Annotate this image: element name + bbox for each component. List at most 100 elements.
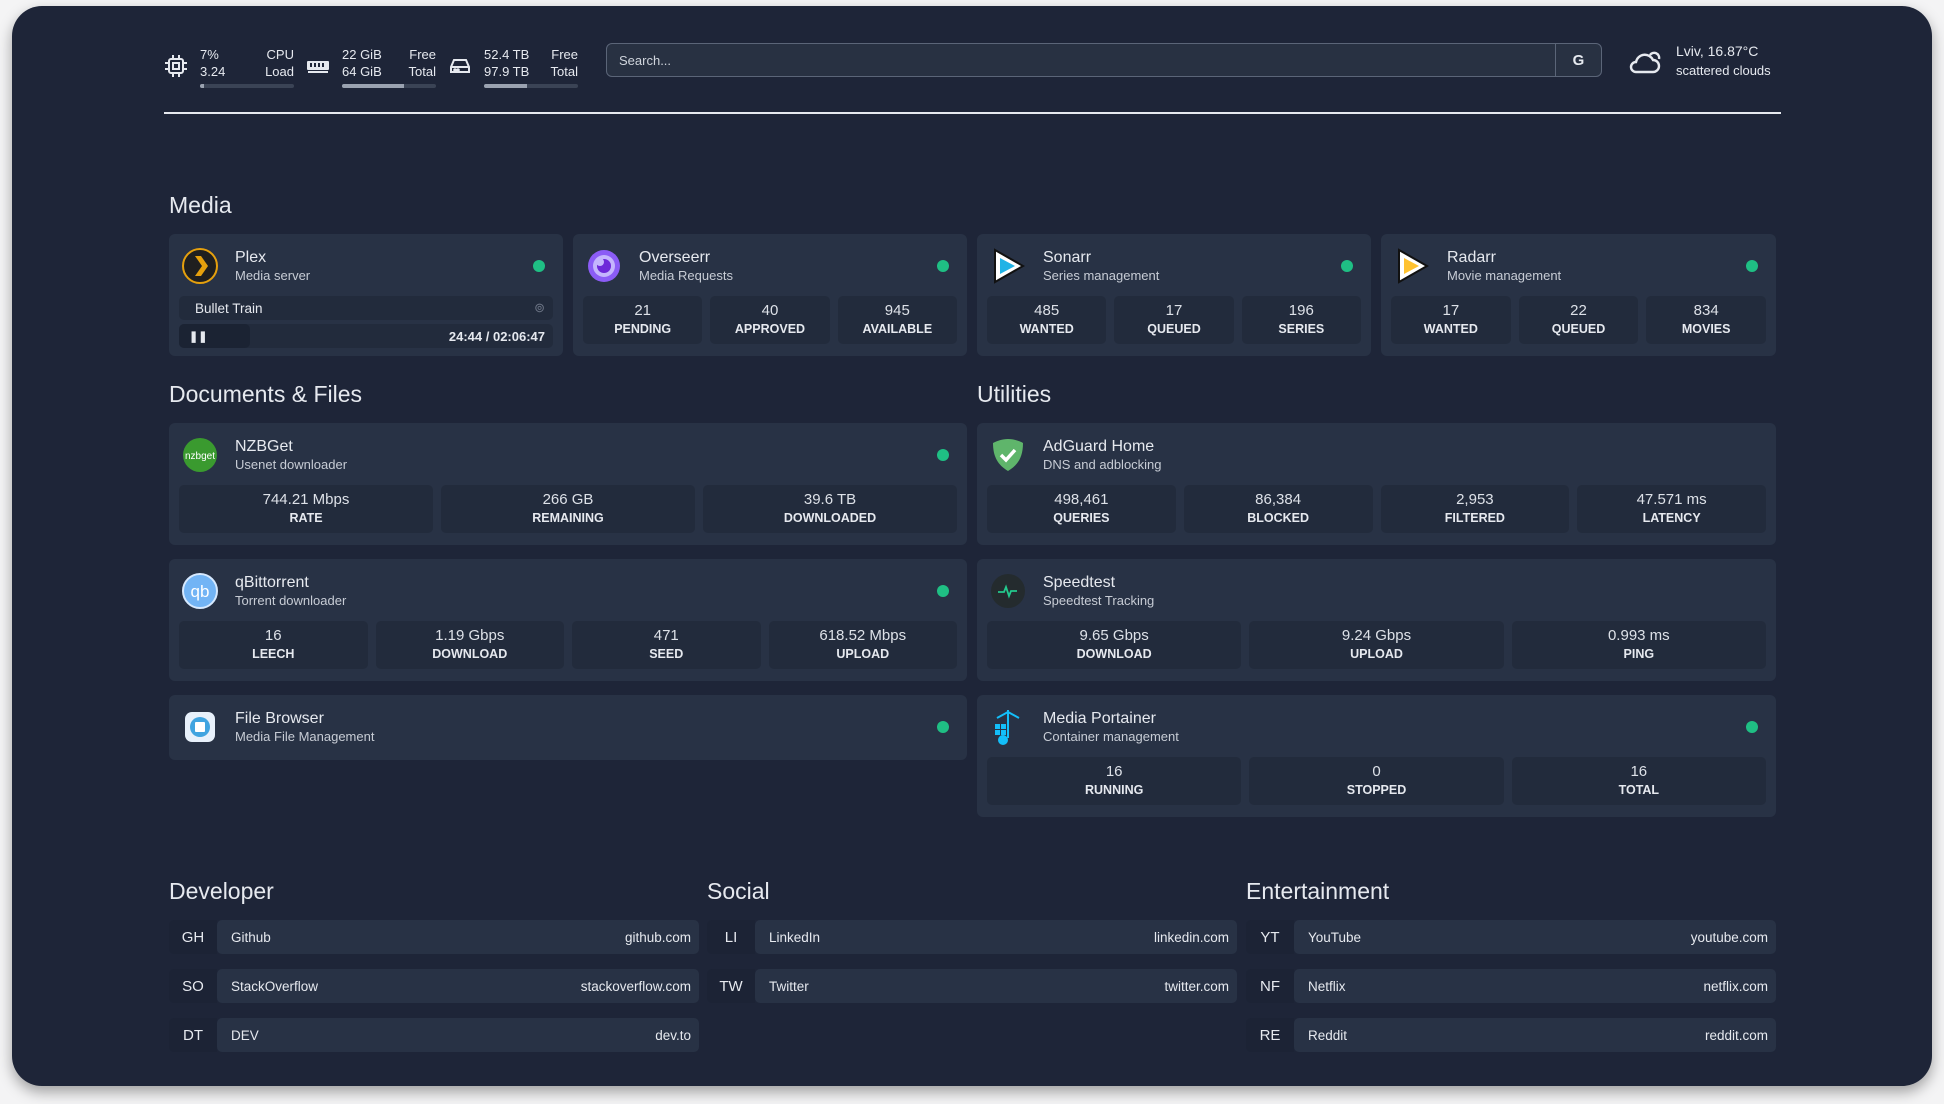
total-label: Total bbox=[550, 64, 578, 79]
service-card-overseerr[interactable]: Overseerr Media Requests 21 PENDING 40 APPROV… bbox=[573, 234, 967, 356]
stat-label: SEED bbox=[649, 647, 684, 661]
weather-widget[interactable]: Lviv, 16.87°C scattered clouds bbox=[1628, 42, 1771, 80]
bookmark-link[interactable]: LinkedIn linkedin.com bbox=[755, 920, 1237, 954]
service-stats: 498,461 QUERIES 86,384 BLOCKED 2,953 FILTERED… bbox=[987, 485, 1766, 533]
service-card-plex[interactable]: Plex Media server Bullet Train ⊚ ❚❚ 24:44 /… bbox=[169, 234, 563, 356]
memory-free: 22 GiB bbox=[342, 47, 382, 62]
service-card-portainer[interactable]: Media Portainer Container management 16 RUN… bbox=[977, 695, 1776, 817]
service-title: Overseerr Media Requests bbox=[639, 248, 937, 284]
search-engine-button[interactable]: G bbox=[1555, 44, 1601, 76]
qbittorrent-icon: qb bbox=[181, 572, 219, 610]
stat-box: 47.571 ms LATENCY bbox=[1577, 485, 1766, 533]
bookmark-name: YouTube bbox=[1308, 929, 1362, 945]
service-card-sonarr[interactable]: Sonarr Series management 485 WANTED 17 QUEUED… bbox=[977, 234, 1371, 356]
bookmark-linkedin[interactable]: LI LinkedIn linkedin.com bbox=[707, 920, 1237, 954]
service-card-adguard[interactable]: AdGuard Home DNS and adblocking 498,461 QUE… bbox=[977, 423, 1776, 545]
service-description: Media Requests bbox=[639, 268, 733, 283]
stat-box: 471 SEED bbox=[572, 621, 761, 669]
stat-label: MOVIES bbox=[1681, 322, 1731, 336]
bookmark-url: youtube.com bbox=[1690, 929, 1768, 945]
bookmark-link[interactable]: StackOverflow stackoverflow.com bbox=[217, 969, 699, 1003]
bookmark-reddit[interactable]: RE Reddit reddit.com bbox=[1246, 1018, 1776, 1052]
service-name: Overseerr bbox=[639, 249, 711, 266]
bookmark-stackoverflow[interactable]: SO StackOverflow stackoverflow.com bbox=[169, 969, 699, 1003]
service-title: Sonarr Series management bbox=[1043, 248, 1341, 284]
stat-box: 834 MOVIES bbox=[1646, 296, 1767, 344]
stat-label: QUERIES bbox=[1053, 511, 1110, 525]
bookmark-link[interactable]: YouTube youtube.com bbox=[1294, 920, 1776, 954]
stat-box: 2,953 FILTERED bbox=[1380, 485, 1570, 533]
search-input[interactable] bbox=[607, 52, 1555, 68]
service-card-filebrowser[interactable]: File Browser Media File Management bbox=[169, 695, 967, 760]
service-card-radarr[interactable]: Radarr Movie management 17 WANTED 22 QUEUED 83… bbox=[1381, 234, 1776, 356]
now-playing-title: Bullet Train bbox=[195, 300, 263, 316]
bookmark-name: StackOverflow bbox=[231, 978, 319, 994]
stat-value: 485 bbox=[1034, 302, 1060, 319]
bookmark-abbreviation: RE bbox=[1246, 1018, 1294, 1052]
stat-label: STOPPED bbox=[1346, 783, 1407, 797]
stat-value: 471 bbox=[653, 627, 679, 644]
card-header: Radarr Movie management bbox=[1391, 246, 1766, 286]
service-title: File Browser Media File Management bbox=[235, 709, 937, 745]
bookmark-github[interactable]: GH Github github.com bbox=[169, 920, 699, 954]
stat-label: QUEUED bbox=[1147, 322, 1201, 336]
bookmark-link[interactable]: Twitter twitter.com bbox=[755, 969, 1237, 1003]
service-description: Speedtest Tracking bbox=[1043, 593, 1155, 608]
cpu-usage-bar bbox=[200, 84, 294, 88]
memory-usage-bar bbox=[342, 84, 436, 88]
bookmark-url: linkedin.com bbox=[1153, 929, 1229, 945]
stat-value: 498,461 bbox=[1054, 491, 1109, 508]
bookmark-netflix[interactable]: NF Netflix netflix.com bbox=[1246, 969, 1776, 1003]
stat-label: DOWNLOADED bbox=[783, 511, 877, 525]
disk-total: 97.9 TB bbox=[484, 64, 530, 79]
service-card-speedtest[interactable]: Speedtest Speedtest Tracking 9.65 Gbps DOWN… bbox=[977, 559, 1776, 681]
bookmark-name: Netflix bbox=[1308, 978, 1346, 994]
stat-value: 0 bbox=[1372, 763, 1381, 780]
card-header: qb qBittorrent Torrent downloader bbox=[179, 571, 957, 611]
disk-free: 52.4 TB bbox=[484, 47, 530, 62]
stat-label: QUEUED bbox=[1551, 322, 1606, 336]
stat-label: BLOCKED bbox=[1247, 511, 1310, 525]
bookmark-name: Twitter bbox=[769, 978, 809, 994]
bookmark-youtube[interactable]: YT YouTube youtube.com bbox=[1246, 920, 1776, 954]
stat-label: PING bbox=[1623, 647, 1655, 661]
stat-label: WANTED bbox=[1423, 322, 1478, 336]
stat-box: 40 APPROVED bbox=[710, 296, 830, 344]
bookmark-abbreviation: DT bbox=[169, 1018, 217, 1052]
bookmark-name: LinkedIn bbox=[769, 929, 821, 945]
service-name: qBittorrent bbox=[235, 574, 309, 591]
stat-label: REMAINING bbox=[532, 511, 604, 525]
bookmark-dev[interactable]: DT DEV dev.to bbox=[169, 1018, 699, 1052]
stat-box: 0 STOPPED bbox=[1249, 757, 1504, 805]
load-label: Load bbox=[265, 64, 294, 79]
stat-value: 744.21 Mbps bbox=[262, 491, 350, 508]
stat-value: 86,384 bbox=[1255, 491, 1302, 508]
bookmarks-developer: GH Github github.com SO StackOverflow stackov… bbox=[169, 920, 699, 1067]
service-card-nzbget[interactable]: nzbget NZBGet Usenet downloader 744.21 Mbps… bbox=[169, 423, 967, 545]
service-card-qbittorrent[interactable]: qb qBittorrent Torrent downloader 16 LEECH 1.… bbox=[169, 559, 967, 681]
stat-box: 17 WANTED bbox=[1391, 296, 1511, 344]
section-title-media: Media bbox=[169, 192, 232, 218]
stat-label: TOTAL bbox=[1618, 783, 1660, 797]
status-indicator bbox=[937, 449, 949, 461]
overseerr-icon bbox=[585, 247, 623, 285]
stat-label: APPROVED bbox=[734, 322, 806, 336]
bookmark-link[interactable]: Github github.com bbox=[217, 920, 699, 954]
bookmark-link[interactable]: Reddit reddit.com bbox=[1294, 1018, 1776, 1052]
stat-value: 17 bbox=[1165, 302, 1183, 319]
service-description: Movie management bbox=[1447, 268, 1562, 283]
card-header: Overseerr Media Requests bbox=[583, 246, 957, 286]
service-description: Container management bbox=[1043, 729, 1179, 744]
bookmark-twitter[interactable]: TW Twitter twitter.com bbox=[707, 969, 1237, 1003]
stat-value: 618.52 Mbps bbox=[819, 627, 907, 644]
stat-value: 16 bbox=[1630, 763, 1648, 780]
stream-settings-icon[interactable]: ⊚ bbox=[534, 300, 545, 315]
bookmark-link[interactable]: DEV dev.to bbox=[217, 1018, 699, 1052]
stat-box: 16 RUNNING bbox=[987, 757, 1242, 805]
disk-icon bbox=[450, 59, 470, 73]
free-label: Free bbox=[409, 47, 436, 62]
bookmark-abbreviation: YT bbox=[1246, 920, 1294, 954]
pause-button[interactable]: ❚❚ bbox=[179, 324, 251, 348]
bookmark-link[interactable]: Netflix netflix.com bbox=[1294, 969, 1776, 1003]
cpu-widget: 7% 3.24 CPU Load bbox=[164, 44, 294, 88]
